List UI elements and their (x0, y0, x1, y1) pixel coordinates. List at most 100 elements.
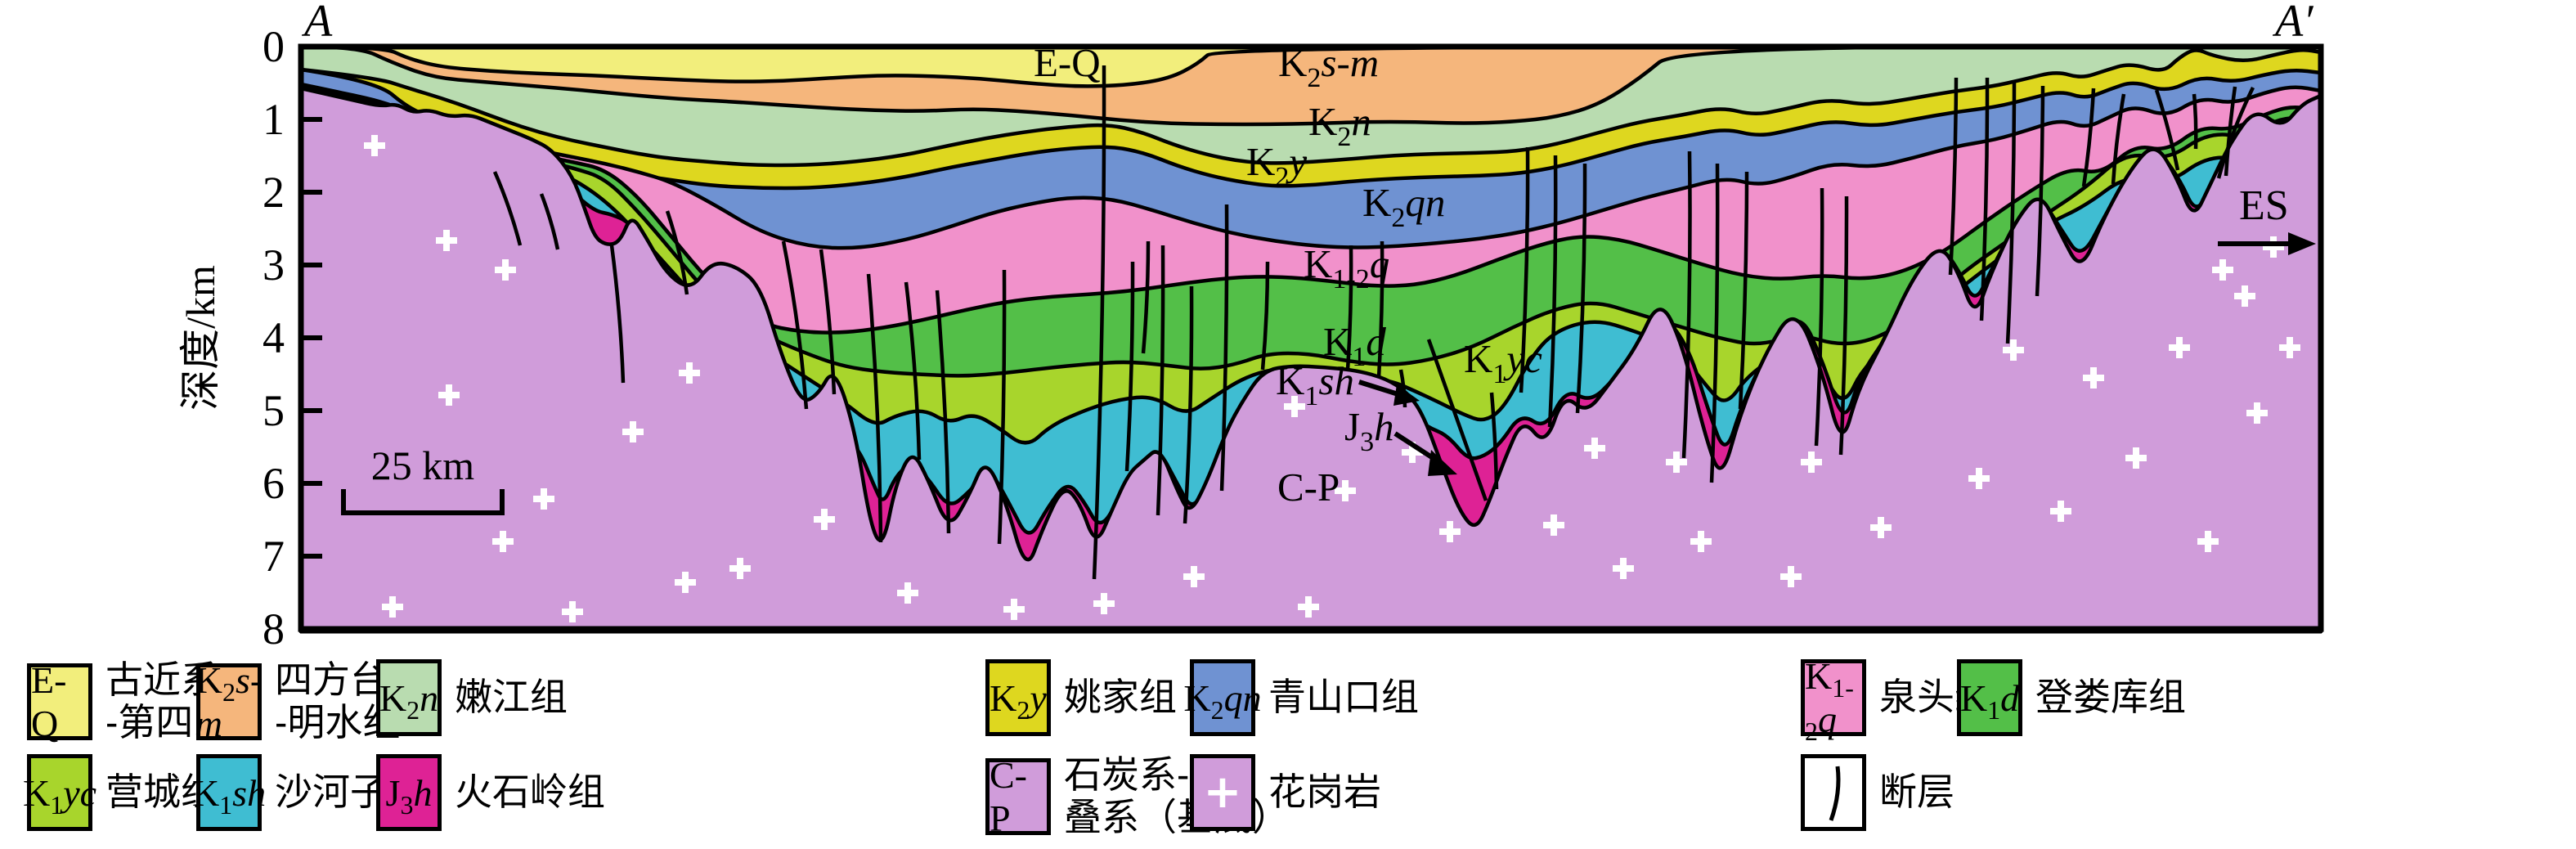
section-label-k1d: K1d (1323, 319, 1386, 372)
fault-line (1426, 339, 1488, 501)
depth-axis-title: 深度/km (177, 265, 223, 411)
fault-line (1260, 261, 1270, 371)
fault-line (1979, 77, 1990, 321)
fault-line (997, 269, 1007, 545)
fault-line (1519, 146, 1530, 393)
plot-border (298, 43, 2324, 632)
endpoint-a: A (301, 0, 333, 47)
legend-swatch-k12q: K1-2q (1801, 655, 1866, 744)
fault-line (2224, 86, 2237, 177)
fault-line (2216, 87, 2255, 179)
axis-tick-label: 4 (263, 313, 285, 362)
fault-line (819, 249, 837, 395)
fault-line (1376, 240, 1384, 379)
legend-item-granite: + 花岗岩 (1190, 754, 1381, 831)
legend-label-j3h: 火石岭组 (455, 770, 605, 814)
legend-swatch-k2y: K2y (985, 659, 1051, 736)
section-label-j3h-group: J3h (1344, 404, 1457, 476)
legend-label-granite: 花岗岩 (1268, 770, 1381, 814)
section-label-j3h: J3h (1344, 404, 1394, 457)
fault-line (904, 281, 922, 460)
fault-line (1156, 245, 1165, 516)
legend-swatch-granite: + (1190, 754, 1255, 831)
section-label-cp: C-P (1277, 465, 1340, 510)
legend-swatch-k1sh: K1sh (192, 754, 266, 831)
fault-line (1838, 195, 1849, 456)
fault-line (781, 240, 809, 410)
section-label-k1yc: K1yc (1464, 336, 1542, 389)
fault-line (1681, 150, 1692, 459)
fault-line (935, 290, 951, 534)
section-label-k1sh: K1sh (1276, 358, 1354, 411)
stratigraphic-layers (298, 44, 2323, 634)
section-label-k2sm: K2s-m (1278, 40, 1379, 93)
section-label-k2n: K2n (1308, 99, 1371, 152)
section-label-k2qn: K2qn (1362, 180, 1445, 233)
fault-line (2005, 81, 2017, 344)
fault-line (665, 210, 689, 295)
section-label-k12q: K1-2q (1304, 241, 1389, 294)
legend-item-k2qn: K2qn 青山口组 (1183, 659, 1419, 736)
granite-cross-symbols (364, 135, 2300, 622)
legend-swatch-fault (1801, 754, 1866, 831)
layer-cp (298, 86, 2323, 634)
legend-item-j3h: J3h 火石岭组 (376, 754, 605, 831)
axis-tick-label: 1 (263, 95, 285, 144)
legend-label-k1d: 登娄库组 (2035, 676, 2186, 719)
direction-label: ES (2239, 182, 2289, 229)
legend-label-k2qn: 青山口组 (1268, 676, 1419, 719)
fault-line (2081, 88, 2096, 187)
fault-line (1489, 392, 1499, 490)
fault-line (866, 273, 883, 543)
legend-swatch-cp: C-P (985, 754, 1051, 839)
fault-line (1948, 77, 1959, 276)
legend-swatch-j3h: J3h (376, 754, 442, 831)
legend-item-k1yc: K1yc 营城组 (23, 754, 218, 831)
fault-line (1183, 285, 1194, 524)
axis-tick-label: 7 (263, 532, 285, 581)
legend-label-k2n: 嫩江组 (455, 676, 568, 719)
endpoint-a-prime: A′ (2272, 0, 2313, 47)
legend-swatch-k2qn: K2qn (1183, 659, 1262, 736)
legend-swatch-k1yc: K1yc (23, 754, 96, 831)
fault-line (1124, 261, 1135, 472)
fault-line (1345, 245, 1353, 371)
fault-line (1738, 171, 1749, 410)
fault-line (609, 245, 626, 384)
fault-line (492, 171, 523, 246)
fault-line (539, 193, 560, 250)
legend-item-fault: 断层 (1801, 754, 1954, 831)
fault-line (1547, 155, 1558, 428)
fault-line (1141, 240, 1151, 354)
axis-tick-label: 6 (263, 459, 285, 508)
legend-swatch-k2n: K2n (376, 659, 442, 736)
scale-bar-label: 25 km (371, 442, 475, 488)
axis-tick-label: 5 (263, 386, 285, 435)
fault-line (1219, 204, 1229, 492)
fault-line (1575, 163, 1587, 414)
legend-label-k2y: 姚家组 (1064, 676, 1177, 719)
fault-line (2192, 93, 2198, 150)
fault-line (1398, 369, 1407, 408)
scale-bar: 25 km (341, 442, 505, 515)
section-label-k2y: K2y (1246, 139, 1307, 192)
legend-item-k1d: K1d 登娄库组 (1957, 659, 2186, 736)
fault-line (1092, 65, 1106, 580)
axis-tick-label: 8 (263, 604, 285, 646)
legend-item-k2y: K2y 姚家组 (985, 659, 1177, 736)
fault-line (2154, 89, 2180, 171)
legend-label-fault: 断层 (1879, 770, 1954, 814)
depth-axis: 0 1 2 3 4 5 6 7 8 (263, 22, 322, 646)
legend-swatch-k1d: K1d (1957, 659, 2022, 736)
legend-swatch-eq: E-Q (27, 659, 92, 744)
fault-line (2035, 85, 2045, 297)
fault-lines (492, 65, 2255, 580)
fault-line (1814, 187, 1824, 447)
section-label-eq: E-Q (1034, 40, 1101, 85)
fault-line-icon (1829, 766, 1841, 821)
legend-swatch-k2sm: K2s-m (195, 658, 263, 744)
axis-tick-label: 0 (263, 22, 285, 71)
fault-line (2111, 93, 2126, 185)
